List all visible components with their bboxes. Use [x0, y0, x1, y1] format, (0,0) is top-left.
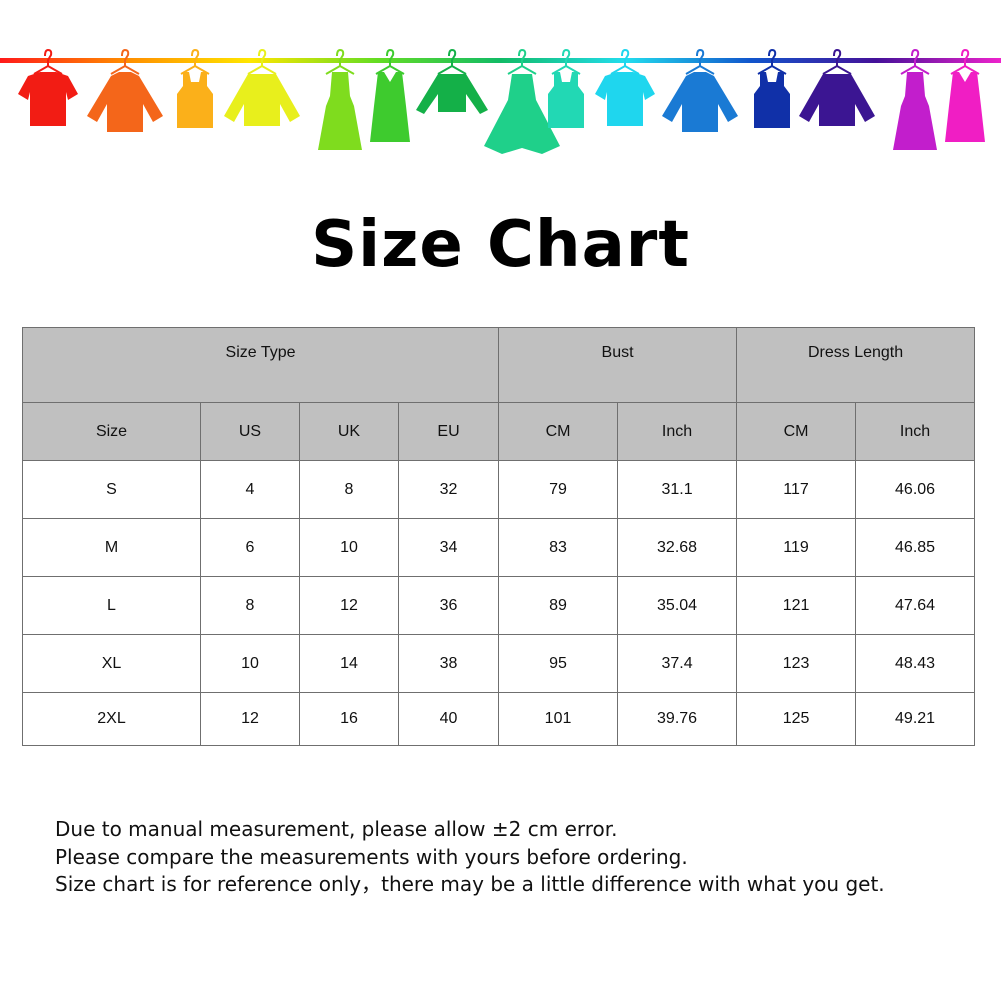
tank-top-icon: [177, 48, 213, 128]
cardigan-icon: [224, 48, 300, 126]
column-header: Inch: [855, 402, 976, 461]
table-cell: 125: [736, 692, 857, 746]
tank-top-icon: [754, 48, 790, 128]
page-title: Size Chart: [311, 208, 690, 282]
clothes-hanger-banner: [0, 48, 1001, 154]
table-cell: 89: [498, 576, 619, 635]
group-header-size-type: Size Type: [21, 327, 500, 403]
table-cell: 79: [498, 460, 619, 519]
table-cell: M: [22, 518, 201, 577]
cardigan-icon: [799, 48, 875, 126]
tank-top-icon: [548, 48, 584, 128]
sweater-icon: [416, 48, 488, 114]
table-cell: 12: [200, 692, 300, 746]
table-cell: 31.1: [617, 460, 738, 519]
shirt-icon: [662, 48, 738, 132]
table-cell: 123: [736, 634, 857, 693]
tshirt-icon: [595, 48, 655, 126]
table-cell: XL: [22, 634, 201, 693]
table-cell: 10: [200, 634, 300, 693]
column-header: CM: [736, 402, 857, 461]
table-cell: 4: [200, 460, 300, 519]
column-header-row: Size US UK EU CM Inch CM Inch: [22, 402, 976, 461]
table-cell: 35.04: [617, 576, 738, 635]
column-header: EU: [397, 402, 500, 461]
table-cell: L: [22, 576, 201, 635]
table-cell: 32.68: [617, 518, 738, 577]
table-cell: 34: [397, 518, 500, 577]
dress-icon: [893, 48, 937, 150]
dress-icon: [318, 48, 362, 150]
table-cell: 10: [299, 518, 399, 577]
table-row: L 8 12 36 89 35.04 121 47.64: [22, 576, 976, 635]
table-row: M 6 10 34 83 32.68 119 46.85: [22, 518, 976, 577]
table-cell: 46.85: [855, 518, 976, 577]
table-cell: 8: [200, 576, 300, 635]
table-cell: 117: [736, 460, 857, 519]
shirt-icon: [87, 48, 163, 132]
notes: Due to manual measurement, please allow …: [55, 816, 885, 899]
size-chart-table: Size Type Bust Dress Length Size US UK EU CM…: [21, 327, 976, 746]
hanger-rail: [0, 58, 1001, 63]
note-line: Please compare the measurements with you…: [55, 844, 688, 869]
table-cell: 121: [736, 576, 857, 635]
table-cell: 32: [397, 460, 500, 519]
column-header: Inch: [617, 402, 738, 461]
table-cell: 38: [397, 634, 500, 693]
table-cell: 83: [498, 518, 619, 577]
table-cell: 49.21: [855, 692, 976, 746]
table-cell: 40: [397, 692, 500, 746]
table-cell: 14: [299, 634, 399, 693]
table-cell: 6: [200, 518, 300, 577]
group-header-row: Size Type Bust Dress Length: [21, 327, 976, 403]
table-cell: 2XL: [22, 692, 201, 746]
table-cell: 12: [299, 576, 399, 635]
column-header: Size: [22, 402, 201, 461]
table-cell: 119: [736, 518, 857, 577]
table-cell: S: [22, 460, 201, 519]
note-line: Size chart is for reference only，there m…: [55, 872, 885, 896]
table-cell: 101: [498, 692, 619, 746]
table-cell: 39.76: [617, 692, 738, 746]
belted-dress-icon: [370, 48, 410, 142]
tshirt-icon: [18, 48, 78, 126]
table-cell: 47.64: [855, 576, 976, 635]
group-header-bust: Bust: [498, 327, 738, 403]
column-header: US: [200, 402, 300, 461]
table-cell: 36: [397, 576, 500, 635]
table-cell: 95: [498, 634, 619, 693]
column-header: CM: [498, 402, 619, 461]
flared-dress-icon: [484, 48, 560, 154]
table-cell: 46.06: [855, 460, 976, 519]
table-cell: 16: [299, 692, 399, 746]
table-row: XL 10 14 38 95 37.4 123 48.43: [22, 634, 976, 693]
group-header-dress-length: Dress Length: [736, 327, 976, 403]
table-cell: 37.4: [617, 634, 738, 693]
table-row: S 4 8 32 79 31.1 117 46.06: [22, 460, 976, 519]
note-line: Due to manual measurement, please allow …: [55, 817, 618, 841]
table-cell: 48.43: [855, 634, 976, 693]
table-cell: 8: [299, 460, 399, 519]
table-row: 2XL 12 16 40 101 39.76 125 49.21: [22, 692, 976, 746]
belted-dress-icon: [945, 48, 985, 142]
column-header: UK: [299, 402, 399, 461]
